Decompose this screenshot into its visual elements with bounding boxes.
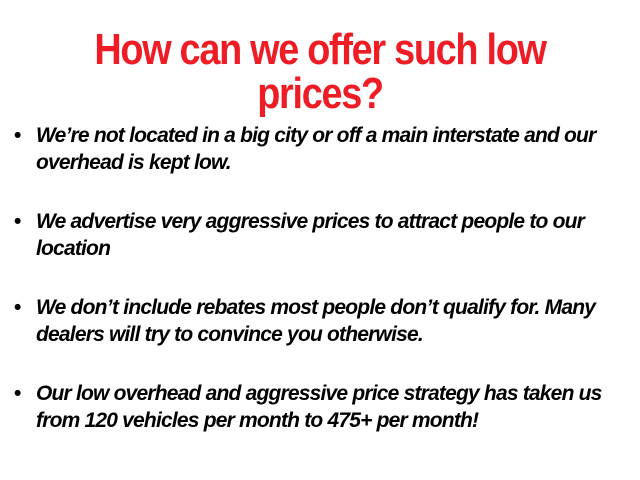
bullet-icon: •: [14, 296, 21, 319]
list-item: • Our low overhead and aggressive price s…: [14, 380, 634, 434]
bullet-list: • We’re not located in a big city or off …: [14, 122, 634, 466]
bullet-icon: •: [14, 124, 21, 147]
bullet-text: Our low overhead and aggressive price st…: [36, 382, 602, 432]
bullet-icon: •: [14, 382, 21, 405]
list-item: • We advertise very aggressive prices to …: [14, 208, 634, 262]
page-title: How can we offer such low prices?: [94, 25, 547, 118]
bullet-text: We don’t include rebates most people don…: [36, 296, 596, 346]
list-item: • We’re not located in a big city or off …: [14, 122, 634, 176]
list-item: • We don’t include rebates most people do…: [14, 294, 634, 348]
bullet-text: We’re not located in a big city or off a…: [36, 124, 596, 174]
bullet-icon: •: [14, 210, 21, 233]
bullet-text: We advertise very aggressive prices to a…: [36, 210, 585, 260]
